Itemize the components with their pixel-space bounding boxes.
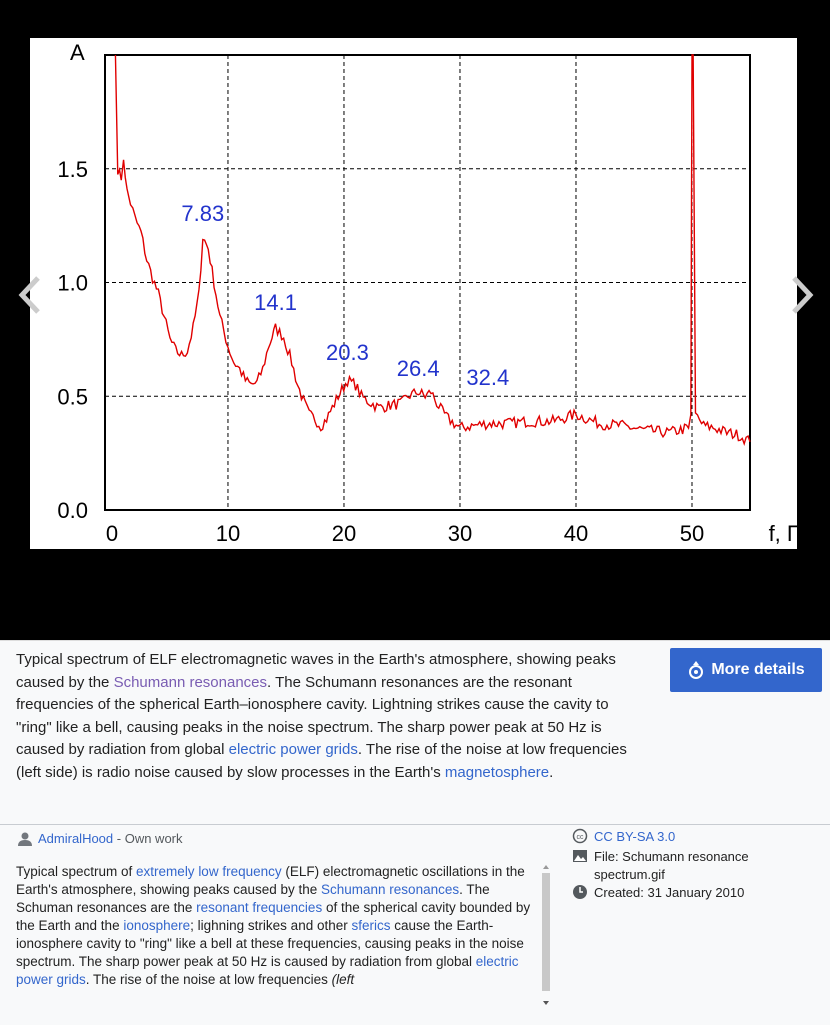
desc-part: of the spherical cavity bounded by the E… [16, 900, 531, 933]
author-line: AdmiralHood - Own work [18, 831, 183, 846]
author-suffix: - Own work [113, 831, 183, 846]
plot-frame [104, 54, 751, 511]
file-row: File: Schumann resonance spectrum.gif [572, 848, 802, 884]
creative-commons-icon: cc [572, 828, 588, 844]
desc-part: Typical spectrum of [16, 864, 137, 879]
file-description: Typical spectrum of extremely low freque… [16, 863, 536, 1007]
desc-part: . The Schuman resonances are the [16, 882, 490, 915]
y-tick-label: 0.0 [57, 498, 88, 523]
x-tick-label: 50 [680, 521, 704, 546]
image-viewer: 0 10 20 30 40 50 0.0 0.5 1.0 1.5 Af, Гц 7.83 14.1 20.… [0, 0, 830, 640]
svg-text:cc: cc [577, 834, 585, 841]
license-link[interactable]: CC BY-SA 3.0 [594, 829, 676, 844]
image-caption: Typical spectrum of ELF electromagnetic … [0, 640, 830, 825]
link-electric-power-grids[interactable]: electric power grids [16, 954, 519, 987]
file-info: cc CC BY-SA 3.0 File: Schumann resonance… [572, 828, 802, 902]
link-ionosphere[interactable]: ionosphere [123, 918, 191, 933]
peak-label: 14.1 [254, 290, 297, 315]
clock-icon [573, 885, 587, 899]
license-row: cc CC BY-SA 3.0 [572, 828, 802, 846]
spectrum-line [114, 54, 751, 447]
scrollbar-thumb[interactable] [542, 873, 550, 991]
user-icon [18, 832, 32, 846]
caption-part: . The Schumann resonances are the resona… [16, 673, 609, 759]
desc-part: (ELF) electromagnetic oscillations in th… [16, 864, 525, 897]
spectrum-image: 0 10 20 30 40 50 0.0 0.5 1.0 1.5 Af, Гц 7.83 14.1 20.… [30, 38, 812, 549]
link-schumann-resonances[interactable]: Schumann resonances [113, 673, 268, 691]
desc-part: ; lighning strikes and other [190, 918, 352, 933]
description-scrollbar[interactable] [540, 861, 552, 1011]
link-sferics[interactable]: sferics [351, 918, 391, 933]
peak-label: 7.83 [181, 201, 224, 226]
caption-part: . [549, 763, 554, 781]
link-resonant-frequencies[interactable]: resonant frequencies [196, 900, 323, 915]
caption-text: Typical spectrum of ELF electromagnetic … [16, 649, 646, 784]
created-row: Created: 31 January 2010 [572, 884, 802, 902]
caption-part: . The rise of the noise at low frequenci… [16, 741, 627, 781]
image-file-icon [573, 850, 587, 862]
peak-label: 20.3 [326, 340, 369, 365]
x-tick-label: 0 [106, 521, 118, 546]
author-link[interactable]: AdmiralHood [38, 831, 114, 846]
link-magnetosphere[interactable]: magnetosphere [444, 763, 550, 781]
x-tick-label: 10 [216, 521, 240, 546]
chevron-left-icon [18, 276, 40, 314]
file-name: File: Schumann resonance spectrum.gif [594, 849, 749, 882]
y-tick-label: 0.5 [57, 384, 88, 409]
peak-label: 32.4 [466, 365, 509, 390]
desc-part: cause the Earth-ionosphere cavity to "ri… [16, 918, 524, 969]
desc-part: (left [331, 972, 355, 987]
spectrum-chart: 0 10 20 30 40 50 0.0 0.5 1.0 1.5 Af, Гц 7.83 14.1 20.… [57, 40, 811, 546]
link-electric-power-grids[interactable]: electric power grids [228, 741, 358, 758]
x-tick-label: 40 [564, 521, 588, 546]
previous-image-button[interactable] [10, 270, 50, 320]
x-axis-label: f, Гц [769, 521, 797, 546]
desc-part: . The rise of the noise at low frequenci… [85, 972, 332, 987]
caption-part: Typical spectrum of ELF electromagnetic … [16, 651, 616, 691]
more-details-label: More details [711, 661, 805, 678]
y-axis-label: A [70, 40, 85, 65]
scroll-arrows-icon [543, 865, 549, 1005]
link-schumann-resonances[interactable]: Schumann resonances [321, 882, 460, 897]
metadata-panel: AdmiralHood - Own work Typical spectrum … [0, 824, 830, 1025]
link-extremely-low-frequency[interactable]: extremely low frequency [136, 864, 282, 879]
x-tick-label: 30 [448, 521, 472, 546]
commons-logo-icon [689, 661, 704, 679]
x-tick-label: 20 [332, 521, 356, 546]
created-date: Created: 31 January 2010 [594, 885, 745, 900]
y-tick-label: 1.0 [57, 271, 88, 296]
next-image-button[interactable] [782, 270, 822, 320]
more-details-button[interactable]: More details [670, 648, 822, 692]
y-tick-label: 1.5 [57, 157, 88, 182]
chevron-right-icon [792, 276, 814, 314]
peak-label: 26.4 [397, 356, 440, 381]
